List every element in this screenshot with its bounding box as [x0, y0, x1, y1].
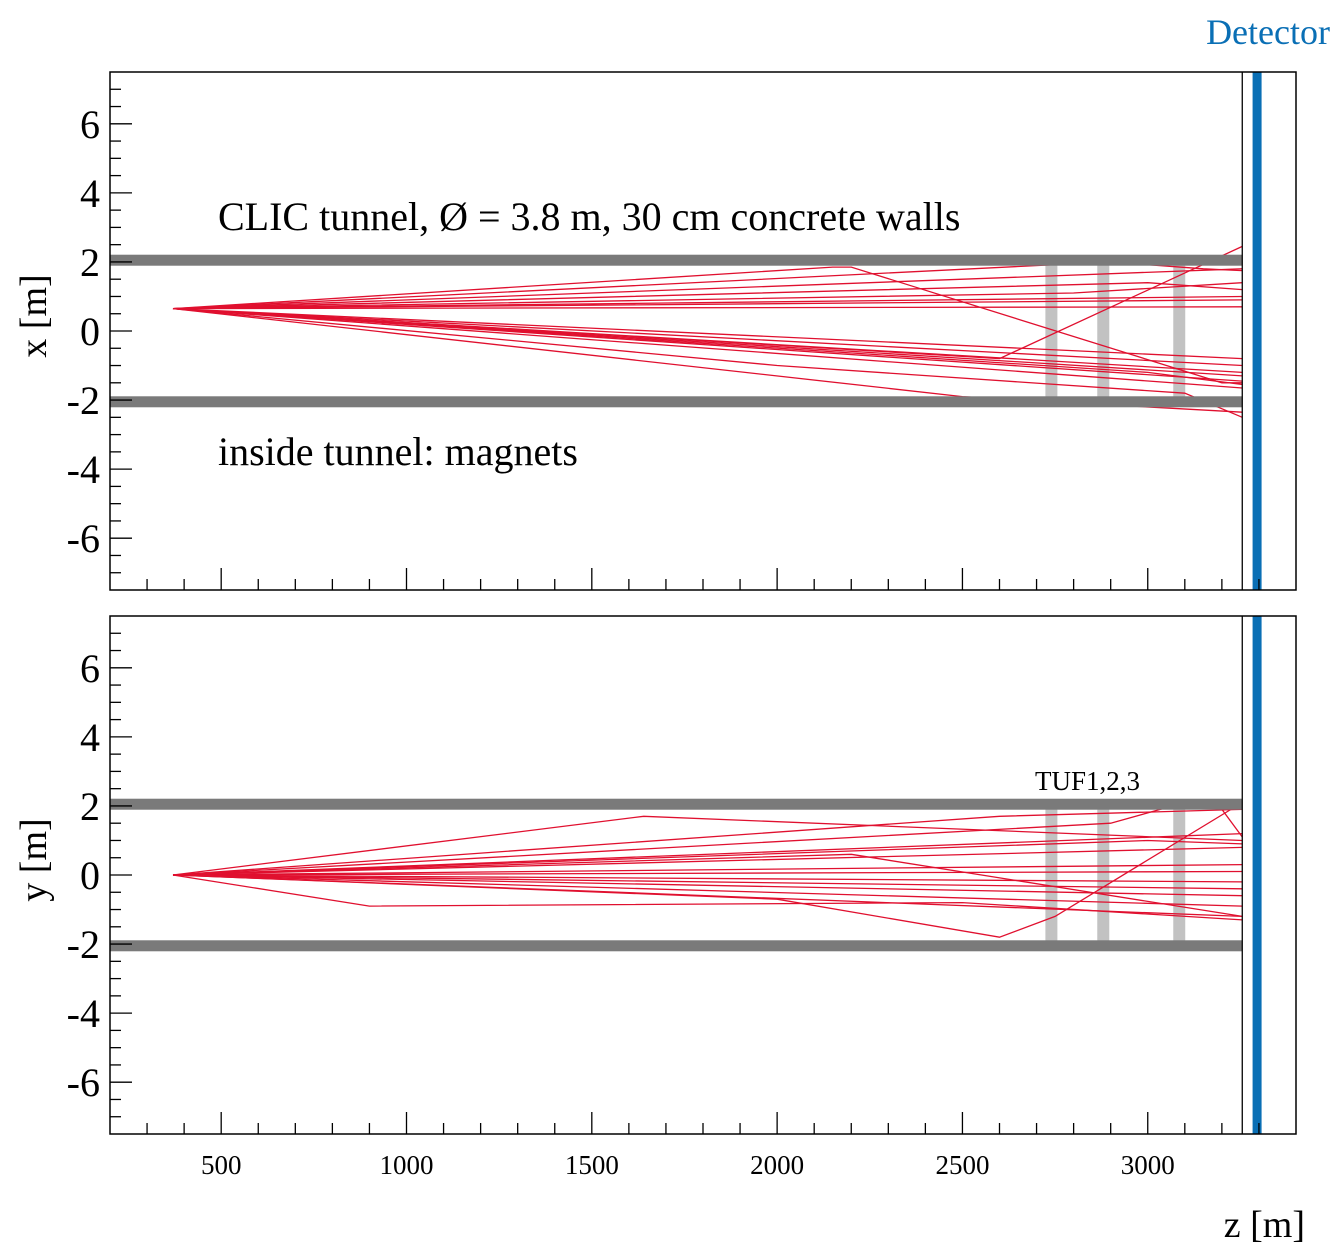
y-tick-label: -4 — [67, 447, 100, 492]
particle-track — [172, 307, 1243, 386]
plot-frame — [109, 71, 1297, 591]
y-tick-label: -2 — [67, 922, 100, 967]
x-tick-label: 1000 — [380, 1150, 434, 1180]
y-tick-label: 4 — [80, 715, 100, 760]
particle-track — [172, 863, 1243, 876]
particle-track — [172, 874, 1243, 883]
tuf-bar — [1173, 804, 1186, 946]
y-tick-label: -2 — [67, 378, 100, 423]
y-tick-label: -6 — [67, 1060, 100, 1105]
y-tick-label: 2 — [80, 240, 100, 285]
tunnel-annotation: CLIC tunnel, Ø = 3.8 m, 30 cm concrete w… — [218, 194, 960, 239]
particle-track — [172, 299, 1243, 310]
particle-track — [172, 245, 1243, 360]
particle-track — [172, 815, 1243, 876]
bottom-panel-yz: 6 4 2 0 -2 -4 -6 500 1000 1500 2000 2500 3000 y [m] — [13, 615, 1297, 1180]
particle-track — [172, 801, 1243, 938]
particle-track — [172, 870, 1243, 876]
x-tick-label: 2500 — [935, 1150, 989, 1180]
particle-track — [172, 839, 1243, 876]
x-tick-label: 2000 — [750, 1150, 804, 1180]
particle-track — [172, 874, 1243, 897]
tuf-bar — [1173, 260, 1186, 402]
top-panel-xz: 6 4 2 0 -2 -4 -6 x [m] — [13, 71, 1297, 591]
particle-track — [172, 853, 1243, 918]
y-tick-label: 6 — [80, 102, 100, 147]
x-tick-label: 1500 — [565, 1150, 619, 1180]
particle-track — [172, 307, 1243, 367]
y-tick-label: -4 — [67, 991, 100, 1036]
y-tick-label: 6 — [80, 646, 100, 691]
tunnel-wall — [110, 798, 1243, 810]
y-tick-label: 0 — [80, 853, 100, 898]
particle-track — [172, 307, 1243, 360]
particle-track — [172, 282, 1243, 310]
particle-track — [172, 282, 1243, 310]
particle-track — [172, 846, 1243, 876]
particle-track — [172, 874, 1243, 921]
tunnel-wall — [110, 396, 1243, 408]
particle-track — [172, 874, 1243, 907]
particle-track — [172, 307, 1243, 389]
x-axis-title: z [m] — [1224, 1204, 1305, 1246]
tuf-annotation: TUF1,2,3 — [1035, 766, 1140, 796]
y-axis-title: y [m] — [13, 818, 55, 901]
particle-track — [172, 874, 1243, 890]
y-tick-label: -6 — [67, 516, 100, 561]
tunnel-wall — [110, 254, 1243, 266]
tuf-bar — [1097, 804, 1110, 946]
particle-track — [172, 268, 1243, 310]
y-tick-label: 0 — [80, 309, 100, 354]
inside-tunnel-annotation: inside tunnel: magnets — [218, 429, 578, 474]
y-axis-title: x [m] — [13, 274, 55, 357]
y-tick-label: 4 — [80, 171, 100, 216]
y-tick-label: 2 — [80, 784, 100, 829]
detector-label: Detector — [1206, 12, 1330, 52]
tuf-bar — [1045, 804, 1058, 946]
tuf-bar — [1097, 260, 1110, 402]
particle-track — [172, 306, 1243, 310]
x-tick-label: 3000 — [1121, 1150, 1175, 1180]
x-tick-label: 500 — [201, 1150, 242, 1180]
particle-track — [172, 808, 1243, 876]
tunnel-wall — [110, 940, 1243, 952]
